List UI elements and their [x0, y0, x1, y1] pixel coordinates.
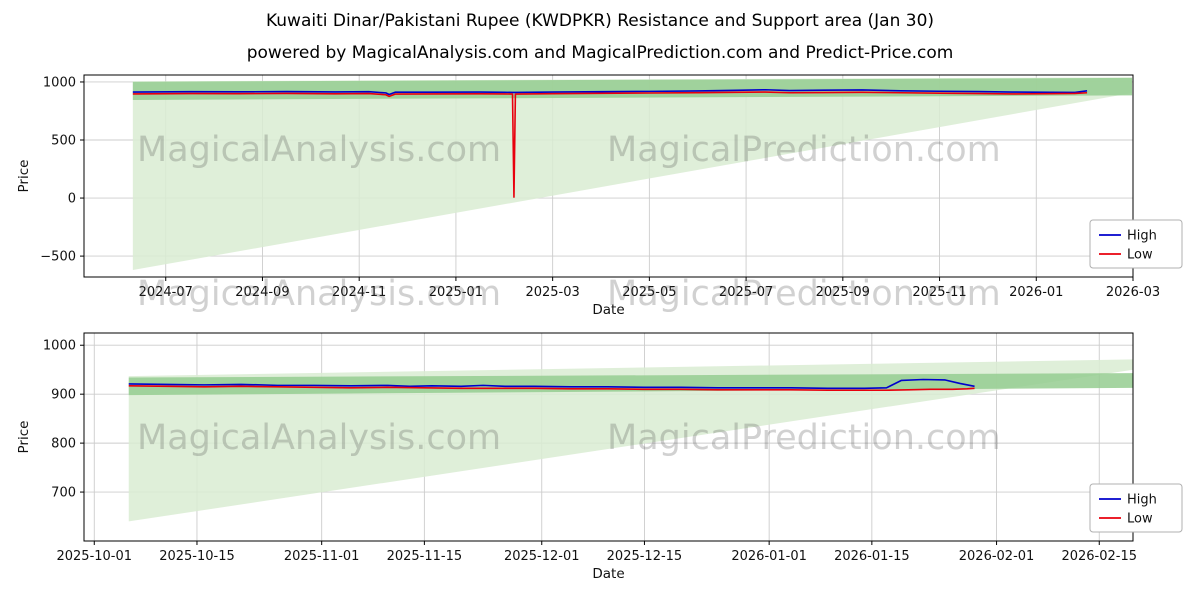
x-tick-label: 2025-01 — [429, 285, 483, 300]
x-tick-label: 2026-01-01 — [731, 549, 807, 564]
legend-box — [1089, 219, 1183, 269]
x-tick-label: 2025-11-01 — [284, 549, 360, 564]
x-tick-label: 2026-01 — [1009, 285, 1063, 300]
x-tick-label: 2026-02-01 — [959, 549, 1035, 564]
x-tick-label: 2026-03 — [1106, 285, 1160, 300]
legend: High Low — [1089, 219, 1183, 269]
x-axis-label: Date — [592, 302, 624, 318]
legend-box — [1089, 483, 1183, 533]
series-low-line — [128, 385, 975, 392]
x-tick-label: 2026-02-15 — [1061, 549, 1137, 564]
x-tick-label: 2025-11-15 — [387, 549, 463, 564]
y-tick-label: 900 — [51, 388, 76, 403]
legend-label-high: High — [1127, 229, 1157, 244]
x-tick-label: 2025-12-15 — [607, 549, 683, 564]
x-tick-label: 2024-07 — [139, 285, 193, 300]
x-tick-label: 2026-01-15 — [834, 549, 910, 564]
plot-border — [83, 74, 1134, 278]
series-high-line — [128, 378, 975, 390]
y-tick-label: 500 — [51, 134, 76, 149]
x-tick-label: 2025-09 — [816, 285, 870, 300]
x-tick-label: 2025-10-15 — [159, 549, 235, 564]
x-tick-label: 2025-10-01 — [56, 549, 132, 564]
bottom-chart: 2025-10-01 2025-10-15 2025-11-01 2025-11-15… — [16, 332, 1183, 582]
figure-title: Kuwaiti Dinar/Pakistani Rupee (KWDPKR) R… — [265, 11, 935, 31]
x-tick-label: 2025-12-01 — [504, 549, 580, 564]
y-tick-label: 1000 — [43, 75, 76, 90]
support-area-light — [132, 77, 1133, 271]
x-tick-label: 2025-03 — [525, 285, 579, 300]
legend-label-high: High — [1127, 493, 1157, 508]
figure-subtitle: powered by MagicalAnalysis.com and Magic… — [246, 43, 954, 63]
x-tick-label: 2024-09 — [235, 285, 289, 300]
legend-label-low: Low — [1127, 512, 1153, 527]
y-tick-label: −500 — [40, 250, 76, 265]
y-tick-label: 700 — [51, 486, 76, 501]
y-tick-label: 800 — [51, 437, 76, 452]
y-tick-label: 1000 — [43, 339, 76, 354]
legend-label-low: Low — [1127, 248, 1153, 263]
x-tick-label: 2025-11 — [912, 285, 966, 300]
y-axis-label: Price — [16, 421, 32, 454]
series-low-line — [132, 91, 1088, 198]
x-tick-label: 2024-11 — [332, 285, 386, 300]
y-axis-label: Price — [16, 160, 32, 193]
support-area-light — [128, 359, 1133, 522]
x-tick-label: 2025-05 — [622, 285, 676, 300]
series-high-line — [132, 88, 1088, 96]
plot-border — [83, 332, 1134, 542]
x-axis-label: Date — [592, 566, 624, 582]
top-chart: 2024-07 2024-09 2024-11 2025-01 2025-03 2025-… — [16, 74, 1183, 318]
legend: High Low — [1089, 483, 1183, 533]
y-tick-label: 0 — [68, 192, 76, 207]
x-tick-label: 2025-07 — [719, 285, 773, 300]
